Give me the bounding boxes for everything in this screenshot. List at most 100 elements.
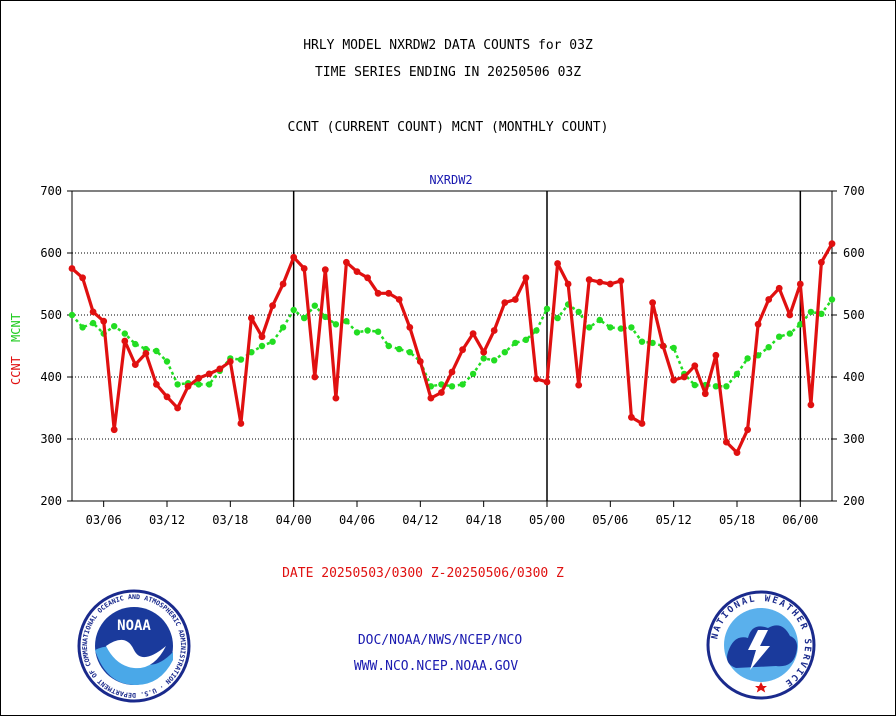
data-point-mcnt (797, 321, 804, 328)
y-tick-label: 300 (843, 432, 865, 446)
x-tick-label: 04/06 (339, 513, 375, 527)
data-point-ccnt (153, 381, 160, 388)
x-tick-label: 03/06 (86, 513, 122, 527)
data-point-ccnt (744, 426, 751, 434)
data-point-mcnt (670, 344, 677, 352)
data-point-ccnt (596, 278, 604, 286)
data-point-ccnt (300, 265, 308, 272)
data-point-mcnt (406, 349, 413, 356)
data-point-ccnt (511, 296, 519, 303)
data-point-ccnt (807, 401, 815, 409)
data-point-ccnt (364, 274, 371, 282)
data-point-mcnt (290, 306, 297, 314)
data-point-mcnt (364, 327, 371, 334)
y-tick-label: 600 (843, 246, 865, 260)
data-point-mcnt (89, 319, 97, 327)
data-point-ccnt (617, 277, 625, 285)
data-point-ccnt (733, 449, 741, 456)
data-point-mcnt (195, 381, 202, 388)
data-point-mcnt (121, 330, 128, 337)
data-point-ccnt (533, 375, 540, 383)
data-point-ccnt (353, 268, 361, 275)
data-point-ccnt (786, 311, 794, 319)
data-point-mcnt (649, 339, 656, 347)
x-tick-label: 03/18 (212, 513, 248, 527)
x-axis: 03/06 03/12 03/18 04/00 04/06 04/12 04/18 05/00… (86, 501, 818, 527)
data-point-mcnt (638, 338, 646, 345)
data-point-mcnt (111, 323, 118, 330)
data-point-mcnt (448, 383, 456, 390)
data-point-ccnt (142, 350, 150, 357)
data-point-mcnt (163, 358, 171, 365)
data-point-ccnt (448, 368, 456, 376)
series-mcnt (68, 296, 836, 390)
data-point-ccnt (279, 280, 287, 288)
data-point-mcnt (733, 370, 741, 378)
data-point-mcnt (628, 324, 635, 331)
series-line-ccnt (70, 242, 834, 455)
plot-area-border (71, 190, 833, 502)
data-point-mcnt (332, 321, 340, 328)
chart: NXRDW2 200 300 400 500 600 700 200 300 400 500 60… (9, 173, 865, 527)
title-line-3: CCNT (CURRENT COUNT) MCNT (MONTHLY COUNT… (287, 120, 609, 135)
data-point-ccnt (195, 374, 203, 382)
data-point-ccnt (205, 370, 213, 378)
x-tick-label: 03/12 (149, 513, 185, 527)
data-point-mcnt (237, 356, 245, 363)
y-tick-label: 400 (843, 370, 865, 384)
data-point-mcnt (385, 342, 392, 350)
data-point-mcnt (269, 338, 276, 345)
data-point-mcnt (723, 383, 730, 390)
data-point-ccnt (174, 404, 182, 412)
data-point-mcnt (586, 324, 593, 331)
data-point-ccnt (691, 362, 699, 370)
data-point-ccnt (606, 280, 614, 288)
data-point-ccnt (121, 337, 129, 345)
data-point-mcnt (396, 345, 403, 353)
data-point-mcnt (322, 313, 329, 321)
y-tick-label: 600 (40, 246, 62, 260)
x-tick-label: 05/12 (656, 513, 692, 527)
x-tick-label: 04/12 (402, 513, 438, 527)
x-tick-label: 04/18 (466, 513, 502, 527)
data-point-ccnt (754, 320, 762, 328)
noaa-logo-text: NOAA (117, 618, 151, 634)
data-point-ccnt (723, 438, 730, 446)
x-tick-label: 05/00 (529, 513, 565, 527)
data-point-mcnt (459, 381, 466, 388)
data-point-ccnt (79, 274, 86, 282)
y-label-ccnt: CCNT (9, 356, 23, 385)
data-point-ccnt (501, 299, 509, 306)
x-tick-label: 04/00 (276, 513, 312, 527)
data-point-ccnt (649, 299, 656, 306)
data-point-mcnt (596, 316, 603, 324)
data-point-mcnt (501, 349, 508, 356)
data-point-ccnt (522, 274, 530, 282)
footer-org: DOC/NOAA/NWS/NCEP/NCO (357, 633, 523, 648)
data-point-ccnt (290, 253, 298, 261)
data-point-mcnt (301, 314, 308, 322)
data-point-ccnt (796, 280, 804, 288)
data-point-ccnt (628, 413, 635, 421)
data-point-mcnt (765, 344, 772, 351)
data-point-mcnt (818, 310, 825, 317)
data-point-ccnt (89, 308, 97, 316)
data-point-ccnt (385, 289, 393, 297)
data-point-ccnt (712, 351, 720, 359)
noaa-logo: NATIONAL OCEANIC AND ATMOSPHERIC ADMINIS… (76, 588, 191, 703)
data-point-mcnt (153, 347, 160, 355)
data-point-ccnt (670, 376, 678, 384)
data-point-ccnt (427, 394, 435, 402)
data-point-ccnt (459, 346, 466, 354)
data-point-mcnt (512, 339, 519, 347)
y-tick-label: 200 (40, 494, 62, 508)
data-point-mcnt (691, 381, 698, 389)
data-point-mcnt (79, 324, 86, 331)
data-point-ccnt (321, 266, 329, 274)
day-boundaries (292, 191, 802, 501)
data-point-ccnt (163, 393, 171, 401)
data-point-mcnt (248, 349, 255, 356)
data-point-ccnt (438, 389, 445, 396)
data-point-ccnt (374, 289, 382, 297)
data-point-ccnt (226, 358, 234, 365)
